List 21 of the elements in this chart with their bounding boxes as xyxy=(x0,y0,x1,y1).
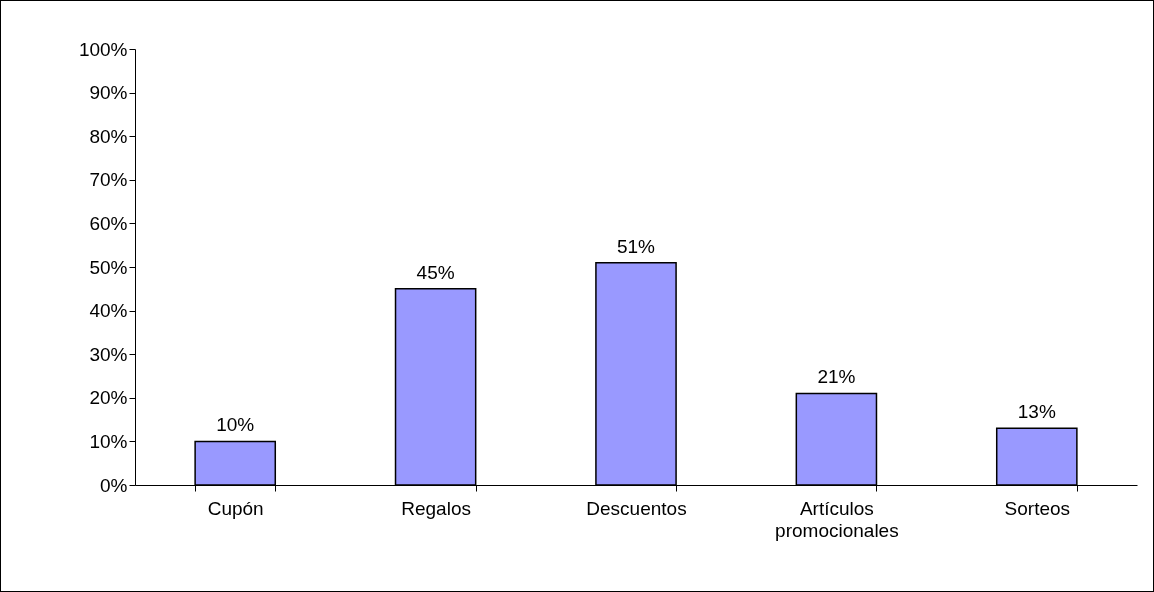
y-tick-label: 100% xyxy=(78,38,128,60)
y-tick-label: 90% xyxy=(89,82,128,104)
x-tick-label: Descuentos xyxy=(586,497,687,519)
x-tick-label: Cupón xyxy=(207,497,264,519)
y-tick-label: 60% xyxy=(89,212,128,234)
y-tick-label: 50% xyxy=(89,256,128,278)
y-tick-label: 80% xyxy=(89,125,128,147)
x-tick-label: Artículos promocionales xyxy=(775,497,899,541)
data-label: 45% xyxy=(416,261,455,283)
data-label: 10% xyxy=(216,414,255,436)
y-tick-label: 40% xyxy=(89,300,128,322)
x-tick-label: Regalos xyxy=(401,497,471,519)
data-label: 13% xyxy=(1017,401,1056,423)
data-label: 21% xyxy=(817,366,856,388)
y-tick-label: 30% xyxy=(89,343,128,365)
y-tick-label: 0% xyxy=(100,474,128,496)
data-label: 51% xyxy=(616,235,656,257)
y-tick-label: 20% xyxy=(89,387,128,409)
y-tick-label: 70% xyxy=(89,169,128,191)
x-tick-label: Sorteos xyxy=(1004,497,1071,519)
y-tick-label: 10% xyxy=(89,430,128,452)
